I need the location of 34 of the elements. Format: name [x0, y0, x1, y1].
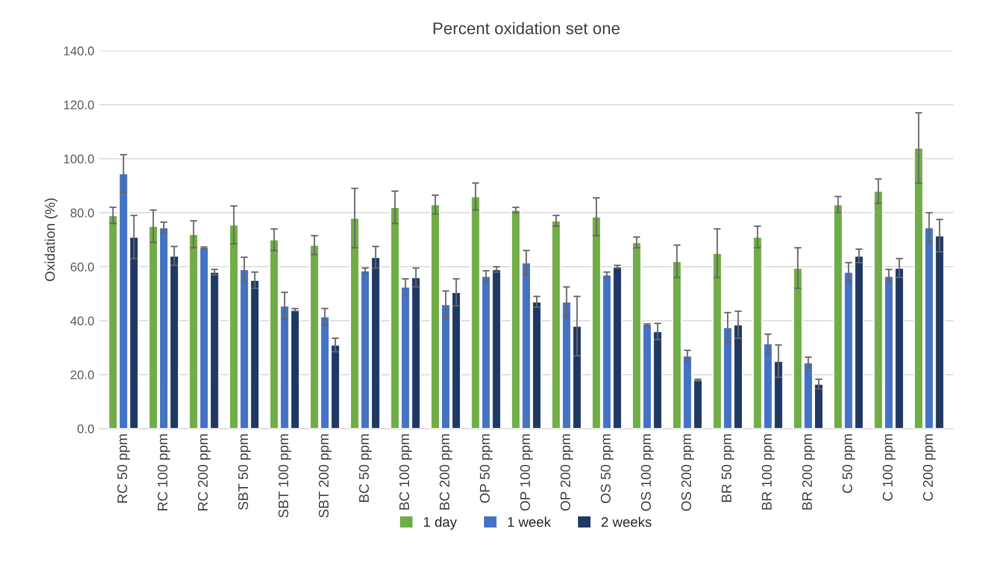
x-tick-label: C 200 ppm — [923, 434, 936, 501]
x-tick-label: BR 50 ppm — [722, 434, 734, 502]
x-tick-label: BR 100 ppm — [762, 434, 774, 510]
x-tick-label: OP 200 ppm — [560, 434, 574, 511]
chart-title: Percent oxidation set one — [434, 22, 620, 34]
x-tick-label: OP 100 ppm — [520, 434, 533, 511]
y-tick-label: 40.0 — [70, 316, 94, 326]
y-tick-label: 80.0 — [70, 208, 94, 218]
y-tick-label: 60.0 — [70, 262, 94, 272]
x-tick-label: SBT 50 ppm — [238, 434, 251, 510]
legend-label: 1 day — [424, 516, 457, 530]
y-tick-label: 120.0 — [64, 100, 94, 110]
x-tick-label: OP 50 ppm — [480, 434, 492, 503]
x-tick-label: BC 50 ppm — [359, 434, 372, 502]
x-tick-label: BC 100 ppm — [399, 434, 412, 510]
y-axis-title: Oxidation (%) — [44, 198, 58, 282]
x-tick-label: RC 100 ppm — [158, 434, 170, 510]
x-tick-label: SBT 100 ppm — [278, 434, 292, 518]
x-tick-label: SBT 200 ppm — [318, 434, 332, 518]
x-tick-label: C 100 ppm — [882, 434, 896, 501]
x-tick-label: RC 50 ppm — [117, 434, 130, 503]
y-tick-label: 20.0 — [70, 370, 94, 380]
x-tick-label: OS 50 ppm — [600, 434, 614, 504]
y-tick-label: 140.0 — [64, 46, 94, 56]
x-tick-label: BR 200 ppm — [802, 434, 815, 510]
y-tick-label: 0.0 — [78, 424, 94, 434]
legend-label: 1 week — [508, 516, 551, 527]
y-tick-label: 100.0 — [64, 154, 94, 164]
x-tick-label: C 50 ppm — [842, 434, 856, 494]
legend-label: 2 weeks — [602, 516, 652, 527]
x-tick-label: OS 200 ppm — [681, 434, 694, 511]
x-tick-label: BC 200 ppm — [440, 434, 452, 510]
x-tick-label: RC 200 ppm — [198, 434, 211, 510]
x-tick-label: OS 100 ppm — [641, 434, 654, 511]
